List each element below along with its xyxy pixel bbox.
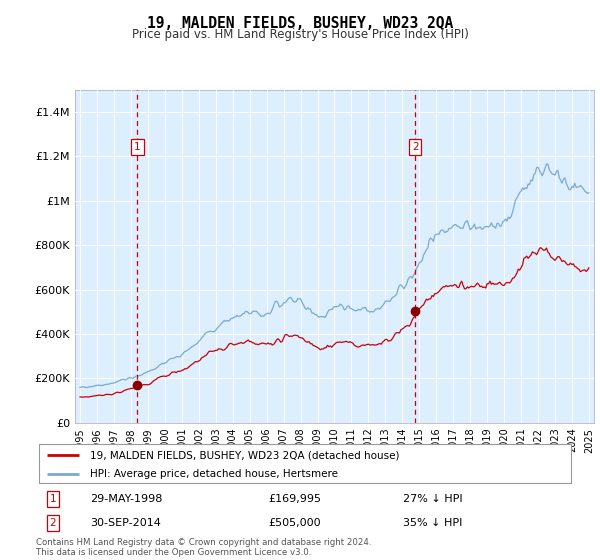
Text: £505,000: £505,000 — [268, 518, 321, 528]
Text: 35% ↓ HPI: 35% ↓ HPI — [403, 518, 463, 528]
Text: 27% ↓ HPI: 27% ↓ HPI — [403, 494, 463, 503]
Text: 19, MALDEN FIELDS, BUSHEY, WD23 2QA: 19, MALDEN FIELDS, BUSHEY, WD23 2QA — [147, 16, 453, 31]
Text: Contains HM Land Registry data © Crown copyright and database right 2024.
This d: Contains HM Land Registry data © Crown c… — [36, 538, 371, 557]
Text: 1: 1 — [134, 142, 141, 152]
Text: 2: 2 — [49, 518, 56, 528]
Text: 2: 2 — [412, 142, 418, 152]
Text: 1: 1 — [49, 494, 56, 503]
Text: HPI: Average price, detached house, Hertsmere: HPI: Average price, detached house, Hert… — [90, 469, 338, 479]
Text: £169,995: £169,995 — [268, 494, 321, 503]
Text: 29-MAY-1998: 29-MAY-1998 — [90, 494, 163, 503]
Text: Price paid vs. HM Land Registry's House Price Index (HPI): Price paid vs. HM Land Registry's House … — [131, 28, 469, 41]
Text: 19, MALDEN FIELDS, BUSHEY, WD23 2QA (detached house): 19, MALDEN FIELDS, BUSHEY, WD23 2QA (det… — [90, 450, 400, 460]
FancyBboxPatch shape — [39, 444, 571, 483]
Text: 30-SEP-2014: 30-SEP-2014 — [90, 518, 161, 528]
